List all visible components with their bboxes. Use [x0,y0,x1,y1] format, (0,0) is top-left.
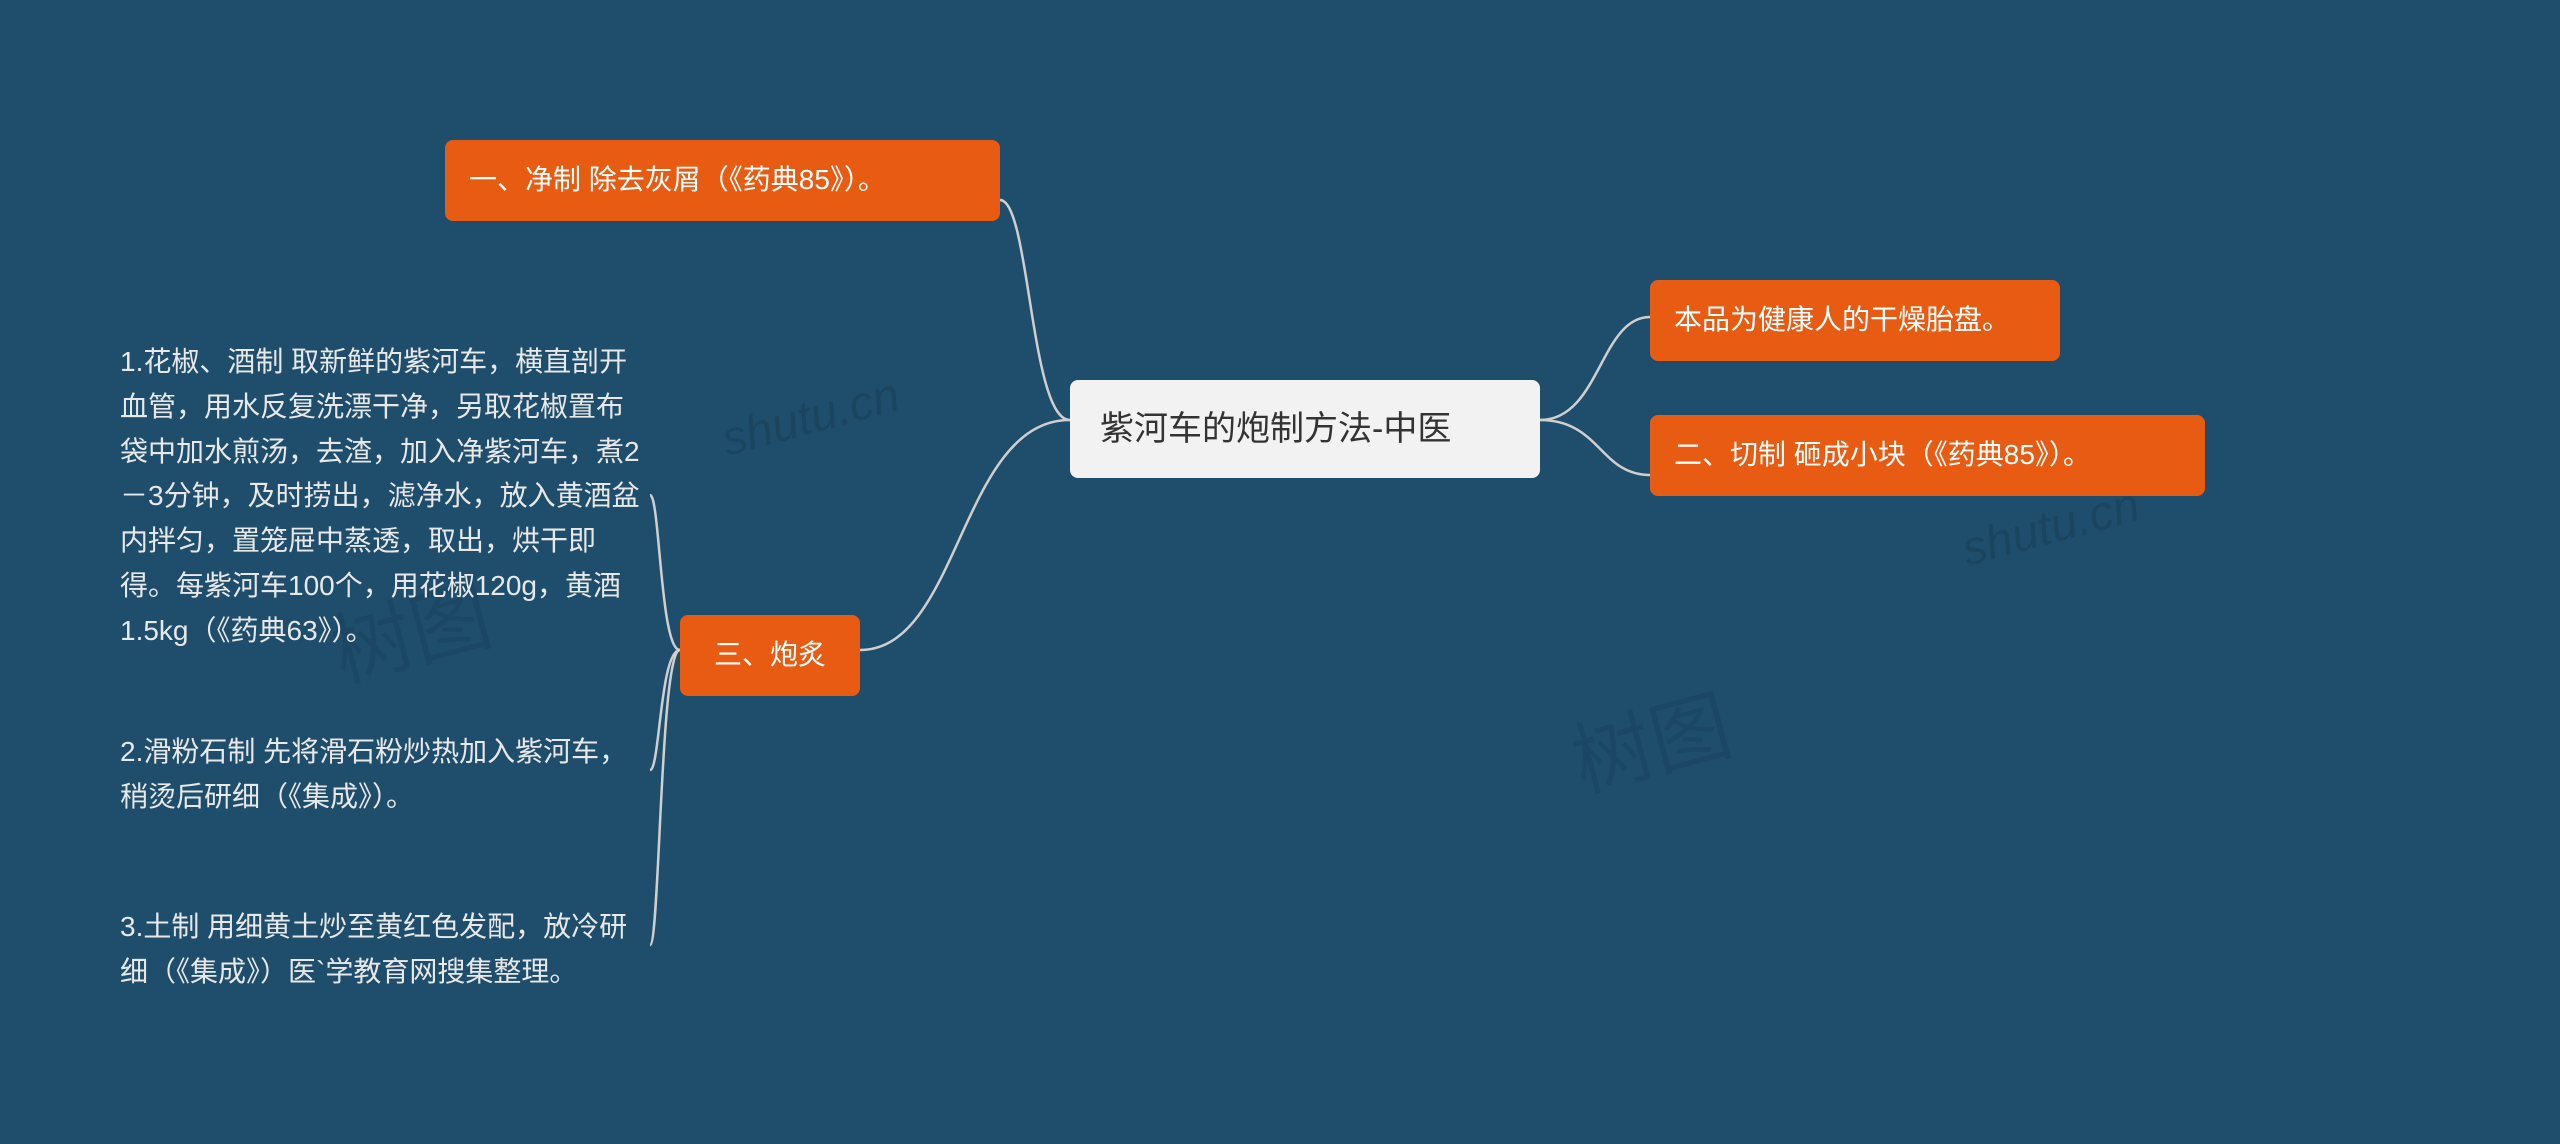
branch-description[interactable]: 本品为健康人的干燥胎盘。 [1650,280,2060,361]
leaf-huajiao-jiuzhi: 1.花椒、酒制 取新鲜的紫河车，横直剖开血管，用水反复洗漂干净，另取花椒置布袋中… [120,330,650,664]
branch-paozhi[interactable]: 三、炮炙 [680,615,860,696]
branch-jingzhi[interactable]: 一、净制 除去灰屑（《药典85》）。 [445,140,1000,221]
center-topic[interactable]: 紫河车的炮制方法-中医 [1070,380,1540,478]
watermark: shutu.cn [716,367,906,467]
leaf-tuzhi: 3.土制 用细黄土炒至黄红色发配，放冷研细（《集成》）医`学教育网搜集整理。 [120,895,650,1005]
watermark: 树图 [1558,661,1743,814]
leaf-huafenshi: 2.滑粉石制 先将滑石粉炒热加入紫河车，稍烫后研细（《集成》）。 [120,720,650,830]
branch-qiezhi[interactable]: 二、切制 砸成小块（《药典85》）。 [1650,415,2205,496]
